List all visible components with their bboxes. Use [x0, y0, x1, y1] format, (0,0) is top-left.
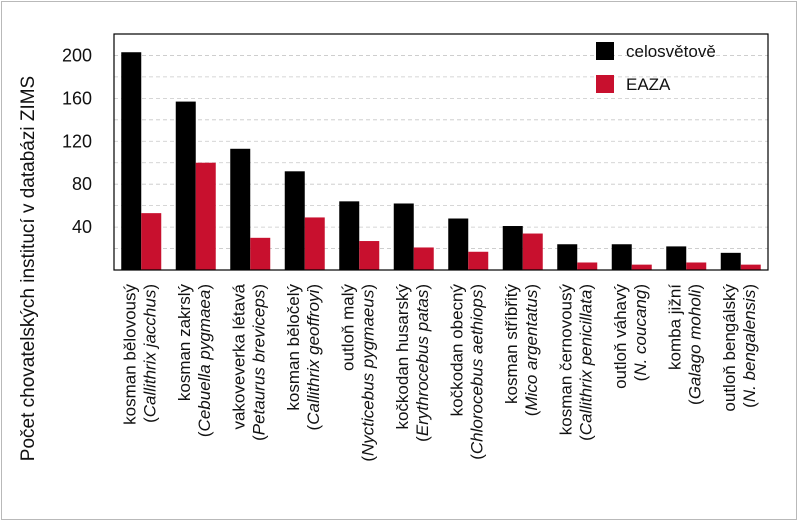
x-category-common-name: vakoveverka létavá [229, 283, 248, 429]
x-category-latin-name: (Galago moholi) [685, 284, 704, 405]
bar-eaza [195, 162, 216, 270]
y-tick-label: 120 [62, 131, 92, 151]
x-category-common-name: kosman běločelý [284, 284, 303, 411]
bars [121, 52, 761, 271]
bar-eaza [304, 217, 325, 270]
bar-celosvetove [175, 101, 196, 270]
bar-eaza [740, 264, 761, 270]
bar-celosvetove [339, 201, 360, 270]
bar-celosvetove [666, 246, 687, 270]
x-category-label: kosman stříbřitý(Mico argentatus) [502, 284, 541, 417]
x-category-latin-name: (Callithrix penicillata) [576, 284, 595, 441]
x-category-label: kosman bělovousý (Callithrix jacchus) [120, 284, 159, 425]
y-tick-label: 200 [62, 45, 92, 65]
x-category-common-name: kosman stříbřitý [502, 284, 521, 404]
plot-area [113, 33, 769, 271]
bar-celosvetove [611, 244, 632, 270]
bar-eaza [686, 262, 707, 270]
bar-celosvetove [448, 218, 469, 270]
x-category-latin-name: (Mico argentatus) [522, 284, 541, 416]
bar-celosvetove [720, 252, 741, 270]
y-tick-label: 80 [72, 174, 92, 194]
x-category-label: kočkodan obecný(Chlorocebus aethiops) [447, 284, 486, 460]
legend-swatch [596, 42, 614, 60]
x-category-latin-name: (Callithrix jacchus) [140, 284, 159, 423]
x-category-common-name: outloň váhavý [611, 284, 630, 389]
x-category-common-name: kočkodan obecný [447, 284, 466, 417]
legend: celosvětově EAZA [596, 42, 716, 94]
bar-eaza [141, 213, 162, 270]
bar-celosvetove [284, 171, 305, 270]
x-category-common-name: outloň malý [338, 284, 357, 371]
x-category-common-name: kosman bělovousý [120, 284, 139, 425]
x-category-common-name: kočkodan husarský [393, 284, 412, 430]
x-category-latin-name: (Callithrix geoffroyi) [304, 284, 323, 430]
legend-label: EAZA [626, 75, 671, 94]
bar-eaza [631, 264, 652, 270]
x-category-label: outloň bengálský (N. bengalensis) [720, 284, 759, 412]
x-category-common-name: kosman černovousý [556, 284, 575, 436]
x-category-common-name: komba jižní [665, 284, 684, 370]
x-category-label: vakoveverka létavá(Petaurus breviceps) [229, 283, 268, 440]
x-category-common-name: outloň bengálský [720, 284, 739, 412]
bar-eaza [250, 237, 271, 270]
x-category-latin-name: (Erythrocebus patas) [413, 284, 432, 442]
x-category-label: kosman zakrslý(Cebuella pygmaea) [175, 284, 214, 438]
bar-celosvetove [502, 226, 523, 270]
x-category-latin-name: (Chlorocebus aethiops) [467, 284, 486, 460]
bar-celosvetove [230, 148, 251, 270]
bar-eaza [577, 262, 598, 270]
bar-eaza [359, 241, 380, 270]
y-tick-label: 40 [72, 217, 92, 237]
legend-label: celosvětově [626, 42, 716, 61]
x-category-latin-name: (Petaurus breviceps) [249, 284, 268, 441]
x-category-label: outloň malý(Nycticebus pygmaeus) [338, 284, 377, 462]
x-category-common-name: kosman zakrslý [175, 284, 194, 402]
y-tick-label: 160 [62, 88, 92, 108]
bar-celosvetove [121, 52, 142, 271]
y-axis-label: Počet chovatelských institucí v databázi… [18, 76, 39, 461]
x-category-latin-name: (N. coucang) [631, 284, 650, 381]
bar-celosvetove [393, 203, 414, 270]
bar-eaza [413, 247, 434, 270]
bar-eaza [468, 251, 489, 270]
bar-eaza [522, 233, 543, 270]
x-category-label: komba jižní(Galago moholi) [665, 284, 704, 405]
bar-celosvetove [557, 244, 578, 270]
x-category-latin-name: (Nycticebus pygmaeus) [358, 284, 377, 462]
x-category-label: kosman běločelý(Callithrix geoffroyi) [284, 284, 323, 431]
x-axis-categories: kosman bělovousý (Callithrix jacchus) kosm… [120, 283, 759, 461]
legend-swatch [596, 75, 614, 93]
x-category-label: kosman černovousý(Callithrix penicillata… [556, 284, 595, 441]
x-category-latin-name: (Cebuella pygmaea) [195, 284, 214, 437]
x-category-latin-name: (N. bengalensis) [740, 284, 759, 408]
y-axis-ticks: 40 80 120 160 200 [62, 45, 92, 237]
x-category-label: outloň váhavý (N. coucang) [611, 284, 650, 389]
x-category-label: kočkodan husarský(Erythrocebus patas) [393, 284, 432, 442]
gridlines [114, 55, 768, 249]
